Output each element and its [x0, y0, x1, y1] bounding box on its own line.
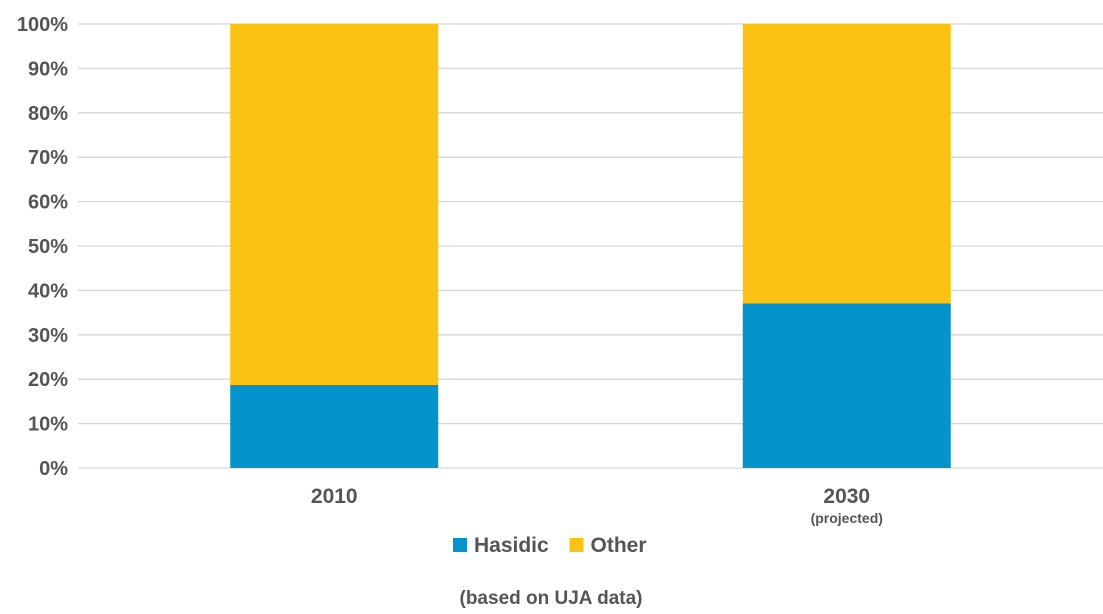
legend-label: Other — [591, 534, 647, 557]
y-axis-ticks: 0% 10% 20% 30% 40% 50% 60% 70% 80% 90% 100% — [17, 14, 68, 480]
y-tick-label: 40% — [28, 280, 68, 302]
bar-segment-other — [230, 24, 439, 385]
y-tick-label: 30% — [28, 325, 68, 347]
x-tick-sublabel: (projected) — [811, 510, 883, 526]
y-tick-label: 20% — [28, 369, 68, 391]
y-tick-label: 60% — [28, 192, 68, 214]
y-tick-label: 0% — [39, 458, 68, 480]
legend-swatch — [569, 538, 584, 552]
legend-label: Hasidic — [474, 534, 549, 557]
legend: Hasidic Other — [453, 534, 647, 557]
legend-swatch — [453, 538, 467, 552]
x-tick-label: 2030 — [823, 485, 870, 508]
bar-segment-hasidic — [230, 384, 439, 468]
y-tick-label: 50% — [28, 236, 68, 258]
bar-segment-other — [742, 24, 951, 304]
chart-footnote: (based on UJA data) — [460, 588, 643, 609]
y-tick-label: 70% — [28, 147, 68, 169]
x-axis-labels: 2010 2030 (projected) — [311, 485, 883, 526]
bars — [230, 24, 951, 468]
y-tick-label: 10% — [28, 414, 68, 436]
bar-segment-hasidic — [742, 303, 951, 468]
x-tick-label: 2010 — [311, 485, 358, 508]
y-tick-label: 100% — [17, 14, 68, 36]
y-tick-label: 80% — [28, 103, 68, 125]
y-tick-label: 90% — [28, 58, 68, 80]
